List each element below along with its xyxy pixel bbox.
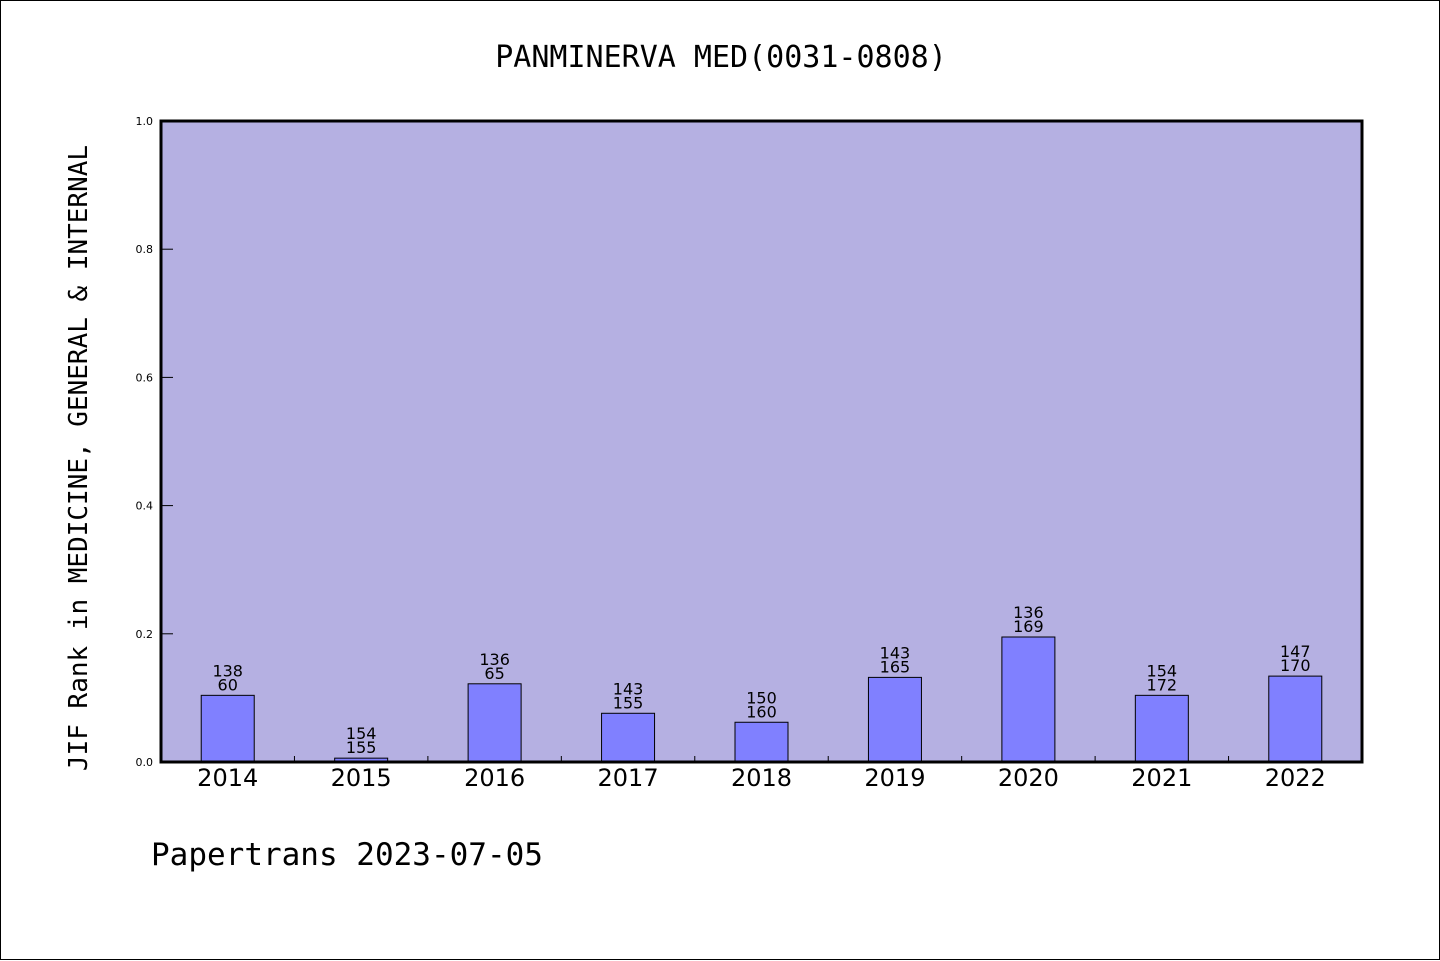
data-label-2020-top: 136 (1013, 603, 1044, 622)
y-tick-label: 0.2 (136, 628, 154, 641)
bar-2018 (734, 721, 789, 763)
data-label-2014-top: 138 (212, 661, 243, 680)
y-axis-label: JIF Rank in MEDICINE, GENERAL & INTERNAL (64, 145, 94, 771)
data-label-2021-top: 154 (1147, 661, 1178, 680)
bar-2019 (867, 676, 922, 763)
data-label-2019-top: 143 (880, 643, 911, 662)
y-tick-label: 1.0 (136, 115, 154, 128)
x-tick-label-2015: 2015 (331, 764, 392, 792)
y-tick-label: 0.8 (136, 243, 154, 256)
x-tick-label-2018: 2018 (731, 764, 792, 792)
plot-area (161, 121, 1362, 762)
data-label-2019-bottom: 165 (880, 657, 911, 676)
data-label-2021-bottom: 172 (1147, 675, 1178, 694)
data-label-2016-bottom: 65 (484, 664, 504, 683)
bar-2022 (1268, 675, 1323, 763)
data-label-2018-top: 150 (746, 688, 777, 707)
data-label-2018-bottom: 160 (746, 702, 777, 721)
y-tick-label: 0.0 (136, 756, 154, 769)
chart-title: PANMINERVA MED(0031-0808) (495, 40, 947, 75)
bar-2017 (601, 712, 656, 763)
x-tick-label-2020: 2020 (998, 764, 1059, 792)
y-tick-label: 0.6 (136, 371, 154, 384)
footer-credit: Papertrans 2023-07-05 (151, 837, 543, 873)
data-label-2022-bottom: 170 (1280, 656, 1311, 675)
x-tick-label-2022: 2022 (1265, 764, 1326, 792)
data-label-2015-top: 154 (346, 724, 377, 743)
bar-2021 (1134, 694, 1189, 763)
x-tick-label-2021: 2021 (1131, 764, 1192, 792)
x-tick-label-2019: 2019 (864, 764, 925, 792)
data-label-2017-bottom: 155 (613, 693, 644, 712)
data-label-2015-bottom: 155 (346, 738, 377, 757)
bar-2016 (467, 683, 522, 763)
x-tick-label-2014: 2014 (197, 764, 258, 792)
x-tick-label-2017: 2017 (598, 764, 659, 792)
y-tick-label: 0.4 (136, 500, 154, 513)
data-label-2020-bottom: 169 (1013, 617, 1044, 636)
bar-2020 (1001, 636, 1056, 763)
data-label-2022-top: 147 (1280, 642, 1311, 661)
chart-marks: 0.00.20.40.60.81.01386020141541552015136… (136, 115, 1326, 792)
plot-border (159, 119, 1364, 764)
data-label-2016-top: 136 (479, 650, 510, 669)
bar-2014 (200, 694, 255, 763)
data-label-2014-bottom: 60 (218, 675, 238, 694)
data-label-2017-top: 143 (613, 679, 644, 698)
x-tick-label-2016: 2016 (464, 764, 525, 792)
